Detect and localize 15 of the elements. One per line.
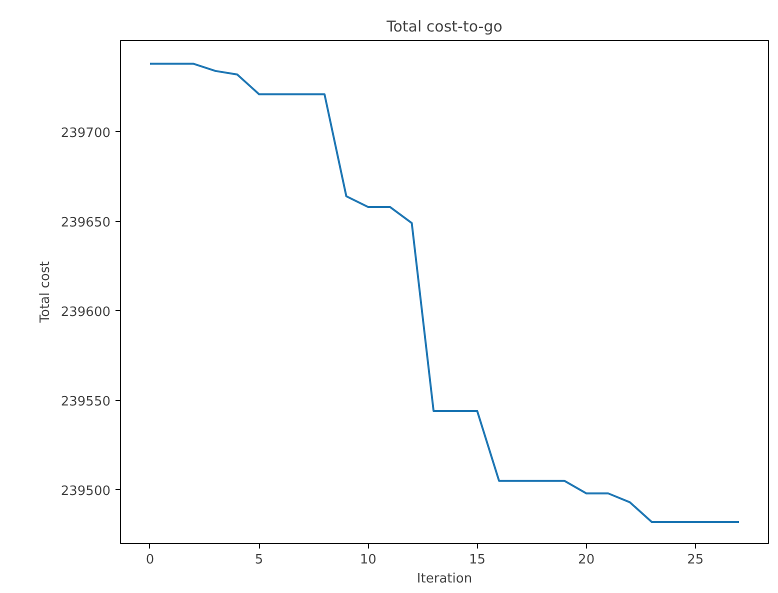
y-tick-label: 239500 — [60, 484, 111, 499]
y-tick-label: 239650 — [60, 215, 111, 230]
line-series — [148, 62, 740, 524]
x-tick-label: 5 — [254, 552, 264, 568]
x-tick-label: 15 — [468, 552, 486, 568]
chart-title: Total cost-to-go — [386, 18, 502, 36]
y-axis-title: Total cost — [38, 261, 53, 324]
x-tick-label: 0 — [146, 552, 154, 568]
x-tick-label: 20 — [578, 552, 595, 568]
y-tick-label: 239550 — [60, 394, 111, 410]
y-tick-label: 239700 — [60, 126, 111, 141]
y-tick-label: 239600 — [60, 304, 111, 320]
x-tick-label: 25 — [687, 552, 704, 568]
x-tick-label: 10 — [360, 552, 376, 568]
x-axis-title: Iteration — [416, 572, 472, 586]
